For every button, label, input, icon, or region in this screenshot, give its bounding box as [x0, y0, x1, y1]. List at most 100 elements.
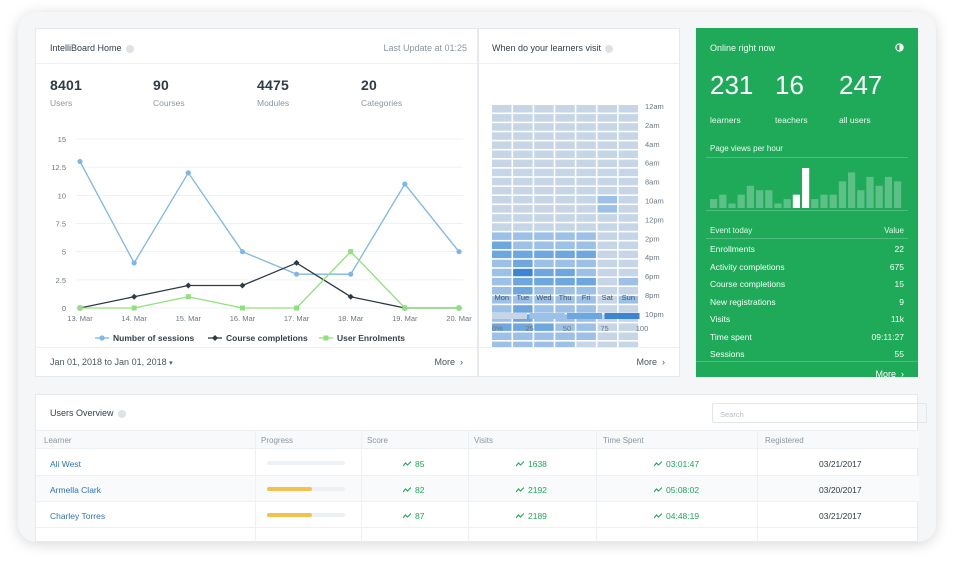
visits-cell: 2189: [515, 511, 547, 521]
heatmap-cell: [492, 250, 512, 259]
stat-modules[interactable]: 4475 Modules: [257, 77, 289, 108]
event-row[interactable]: New registrations 9: [710, 297, 904, 307]
stat-users[interactable]: 8401 Users: [50, 77, 82, 108]
more-label: More: [434, 357, 455, 367]
contrast-icon[interactable]: [895, 43, 904, 52]
day-label: Fri: [582, 293, 591, 302]
heatmap-cell: [618, 277, 639, 286]
stat-categories[interactable]: 20 Categories: [361, 77, 402, 108]
heatmap-cell: [618, 332, 639, 340]
heatmap-cell: [618, 214, 639, 222]
heatmap-cell: [618, 341, 639, 347]
learner-link[interactable]: Ali West: [50, 459, 82, 469]
visits-cell: 2192: [515, 485, 547, 495]
page-view-bar: [866, 176, 874, 208]
teachers-label: teachers: [775, 115, 808, 125]
x-tick-label: 18. Mar: [338, 314, 364, 323]
heatmap-cell: [576, 141, 596, 149]
heatmap-cell: [513, 141, 533, 149]
dashboard-frame: IntelliBoard Home Last Update at 01:25 8…: [18, 12, 936, 542]
column-time-spent[interactable]: Time Spent: [603, 436, 644, 445]
heatmap-cell: [576, 123, 596, 131]
value-header: Value: [884, 226, 904, 235]
learner-link[interactable]: Armella Clark: [50, 485, 102, 495]
heatmap-cell: [576, 132, 596, 140]
heatmap-cell: [597, 241, 617, 249]
stat-courses[interactable]: 90 Courses: [153, 77, 185, 108]
page-view-bar: [728, 203, 736, 208]
page-title: IntelliBoard Home: [50, 43, 122, 53]
info-icon[interactable]: [605, 44, 614, 53]
heatmap-cell: [555, 196, 575, 204]
more-label: More: [636, 357, 657, 367]
heatmap-cell: [576, 241, 596, 249]
heatmap-cell: [576, 114, 596, 122]
legend-swatch: [604, 313, 640, 319]
event-row[interactable]: Enrollments 22: [710, 244, 904, 254]
column-registered[interactable]: Registered: [765, 436, 804, 445]
page-view-bar: [774, 203, 782, 208]
progress-fill: [267, 487, 313, 491]
heatmap-cell: [555, 150, 575, 158]
heatmap-cell: [555, 287, 575, 295]
column-progress[interactable]: Progress: [261, 436, 294, 445]
date-range-picker[interactable]: Jan 01, 2018 to Jan 01, 2018 ▾: [50, 357, 173, 367]
event-row[interactable]: Course completions 15: [710, 279, 904, 289]
heatmap-more-link[interactable]: More ›: [636, 357, 665, 367]
hour-label: 12am: [645, 102, 664, 111]
event-row[interactable]: Visits 11k: [710, 314, 904, 324]
heatmap-cell: [576, 159, 596, 168]
info-icon[interactable]: [117, 409, 126, 418]
more-link[interactable]: More ›: [434, 357, 463, 367]
page-view-bar: [792, 194, 800, 208]
page-view-bar: [737, 194, 745, 208]
trend-icon: [653, 461, 663, 467]
event-value: 9: [899, 296, 904, 307]
column-score[interactable]: Score: [367, 436, 388, 445]
heatmap-cell: [576, 296, 596, 304]
heatmap-cell: [513, 196, 533, 204]
event-row[interactable]: Activity completions 675: [710, 262, 904, 272]
column-divider: [361, 430, 362, 542]
event-row[interactable]: Sessions 55: [710, 349, 904, 359]
page-view-bar: [838, 181, 846, 208]
heatmap-cell: [618, 141, 639, 149]
stat-value: 8401: [50, 77, 82, 93]
heatmap-cell: [492, 105, 512, 113]
heatmap-cell: [597, 305, 617, 313]
time-cell: 03:01:47: [653, 459, 699, 469]
divider: [696, 361, 918, 362]
heatmap-cell: [534, 250, 554, 259]
legend-label: User Enrolments: [337, 333, 405, 343]
trend-icon: [653, 487, 663, 493]
column-divider: [596, 430, 597, 542]
heatmap-cell: [576, 341, 596, 347]
heatmap-cell: [576, 196, 596, 204]
registered-date: 03/20/2017: [819, 485, 862, 495]
heatmap-cell: [492, 123, 512, 131]
heatmap-cell: [576, 186, 596, 195]
heatmap-cell: [534, 177, 554, 186]
heatmap-cell: [618, 323, 639, 331]
day-label: Tue: [517, 293, 530, 302]
column-learner[interactable]: Learner: [44, 436, 72, 445]
heatmap-cell: [555, 159, 575, 168]
learner-link[interactable]: Charley Torres: [50, 511, 106, 521]
page-view-bar: [811, 199, 819, 208]
heatmap-cell: [618, 296, 639, 304]
heatmap-cell: [618, 114, 639, 122]
online-more-link[interactable]: More ›: [875, 369, 904, 379]
event-row[interactable]: Time spent 09:11:27: [710, 332, 904, 342]
heatmap-cell: [513, 214, 533, 222]
x-tick-label: 15. Mar: [176, 314, 202, 323]
score-cell: 85: [402, 459, 424, 469]
event-value: 55: [894, 349, 904, 359]
heatmap-cell: [618, 168, 639, 177]
info-icon[interactable]: [125, 44, 134, 53]
search-input[interactable]: Search: [712, 403, 927, 423]
data-point: [239, 305, 245, 311]
heatmap-cell: [492, 259, 512, 268]
visits-value: 2192: [528, 485, 547, 495]
column-visits[interactable]: Visits: [474, 436, 493, 445]
heatmap-cell: [576, 277, 596, 286]
